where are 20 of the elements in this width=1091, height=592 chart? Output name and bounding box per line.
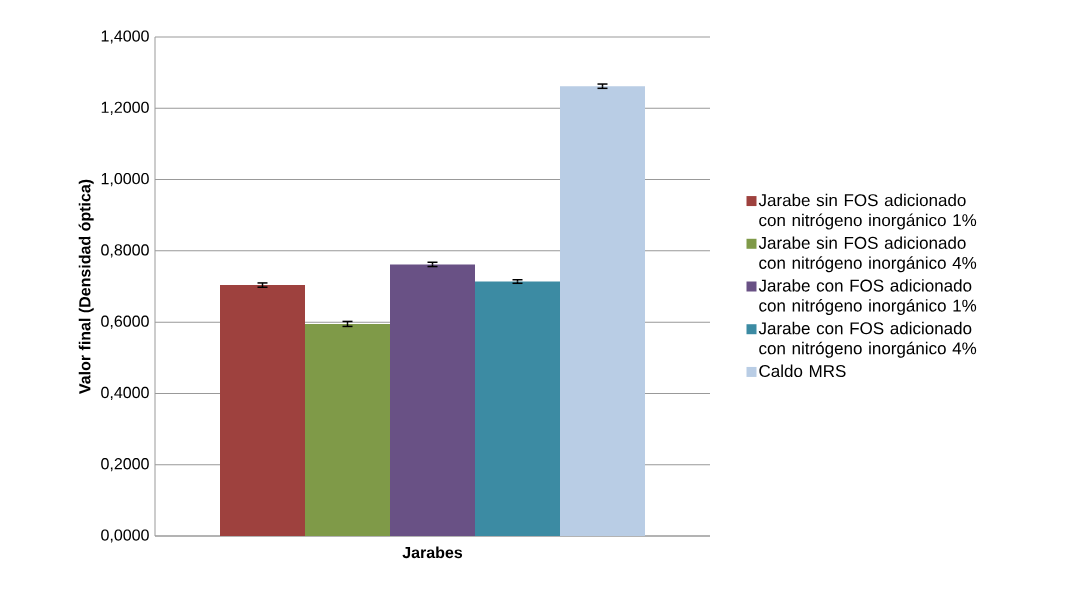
y-axis-title: Valor final (Densidad óptica) xyxy=(78,179,94,394)
bar xyxy=(390,264,475,536)
bar xyxy=(305,323,390,536)
y-tick-label: 1,2000 xyxy=(101,101,149,115)
y-tick-label: 0,8000 xyxy=(101,244,149,258)
bar xyxy=(475,281,560,536)
y-tick-label: 0,0000 xyxy=(101,529,149,543)
bar xyxy=(560,86,646,536)
x-axis-title: Jarabes xyxy=(402,546,463,559)
y-tick-label: 0,6000 xyxy=(101,315,149,329)
bar xyxy=(220,285,305,536)
legend-label: Jarabe sin FOS adicionado con nitrógeno inorgánico 4% xyxy=(758,236,977,273)
y-tick-label: 0,4000 xyxy=(101,386,149,401)
y-tick-label: 0,2000 xyxy=(101,458,149,472)
legend-label: Jarabe con FOS adicionado con nitrógeno inorgánico 4% xyxy=(758,321,977,358)
y-tick-label: 1,0000 xyxy=(101,172,149,187)
legend-label: Caldo MRS xyxy=(759,364,846,378)
y-tick-label: 1,4000 xyxy=(101,30,149,44)
legend-label: Jarabe con FOS adicionado con nitrógeno inorgánico 1% xyxy=(758,279,977,315)
legend-label: Jarabe sin FOS adicionado con nitrógeno inorgánico 1% xyxy=(758,193,977,230)
